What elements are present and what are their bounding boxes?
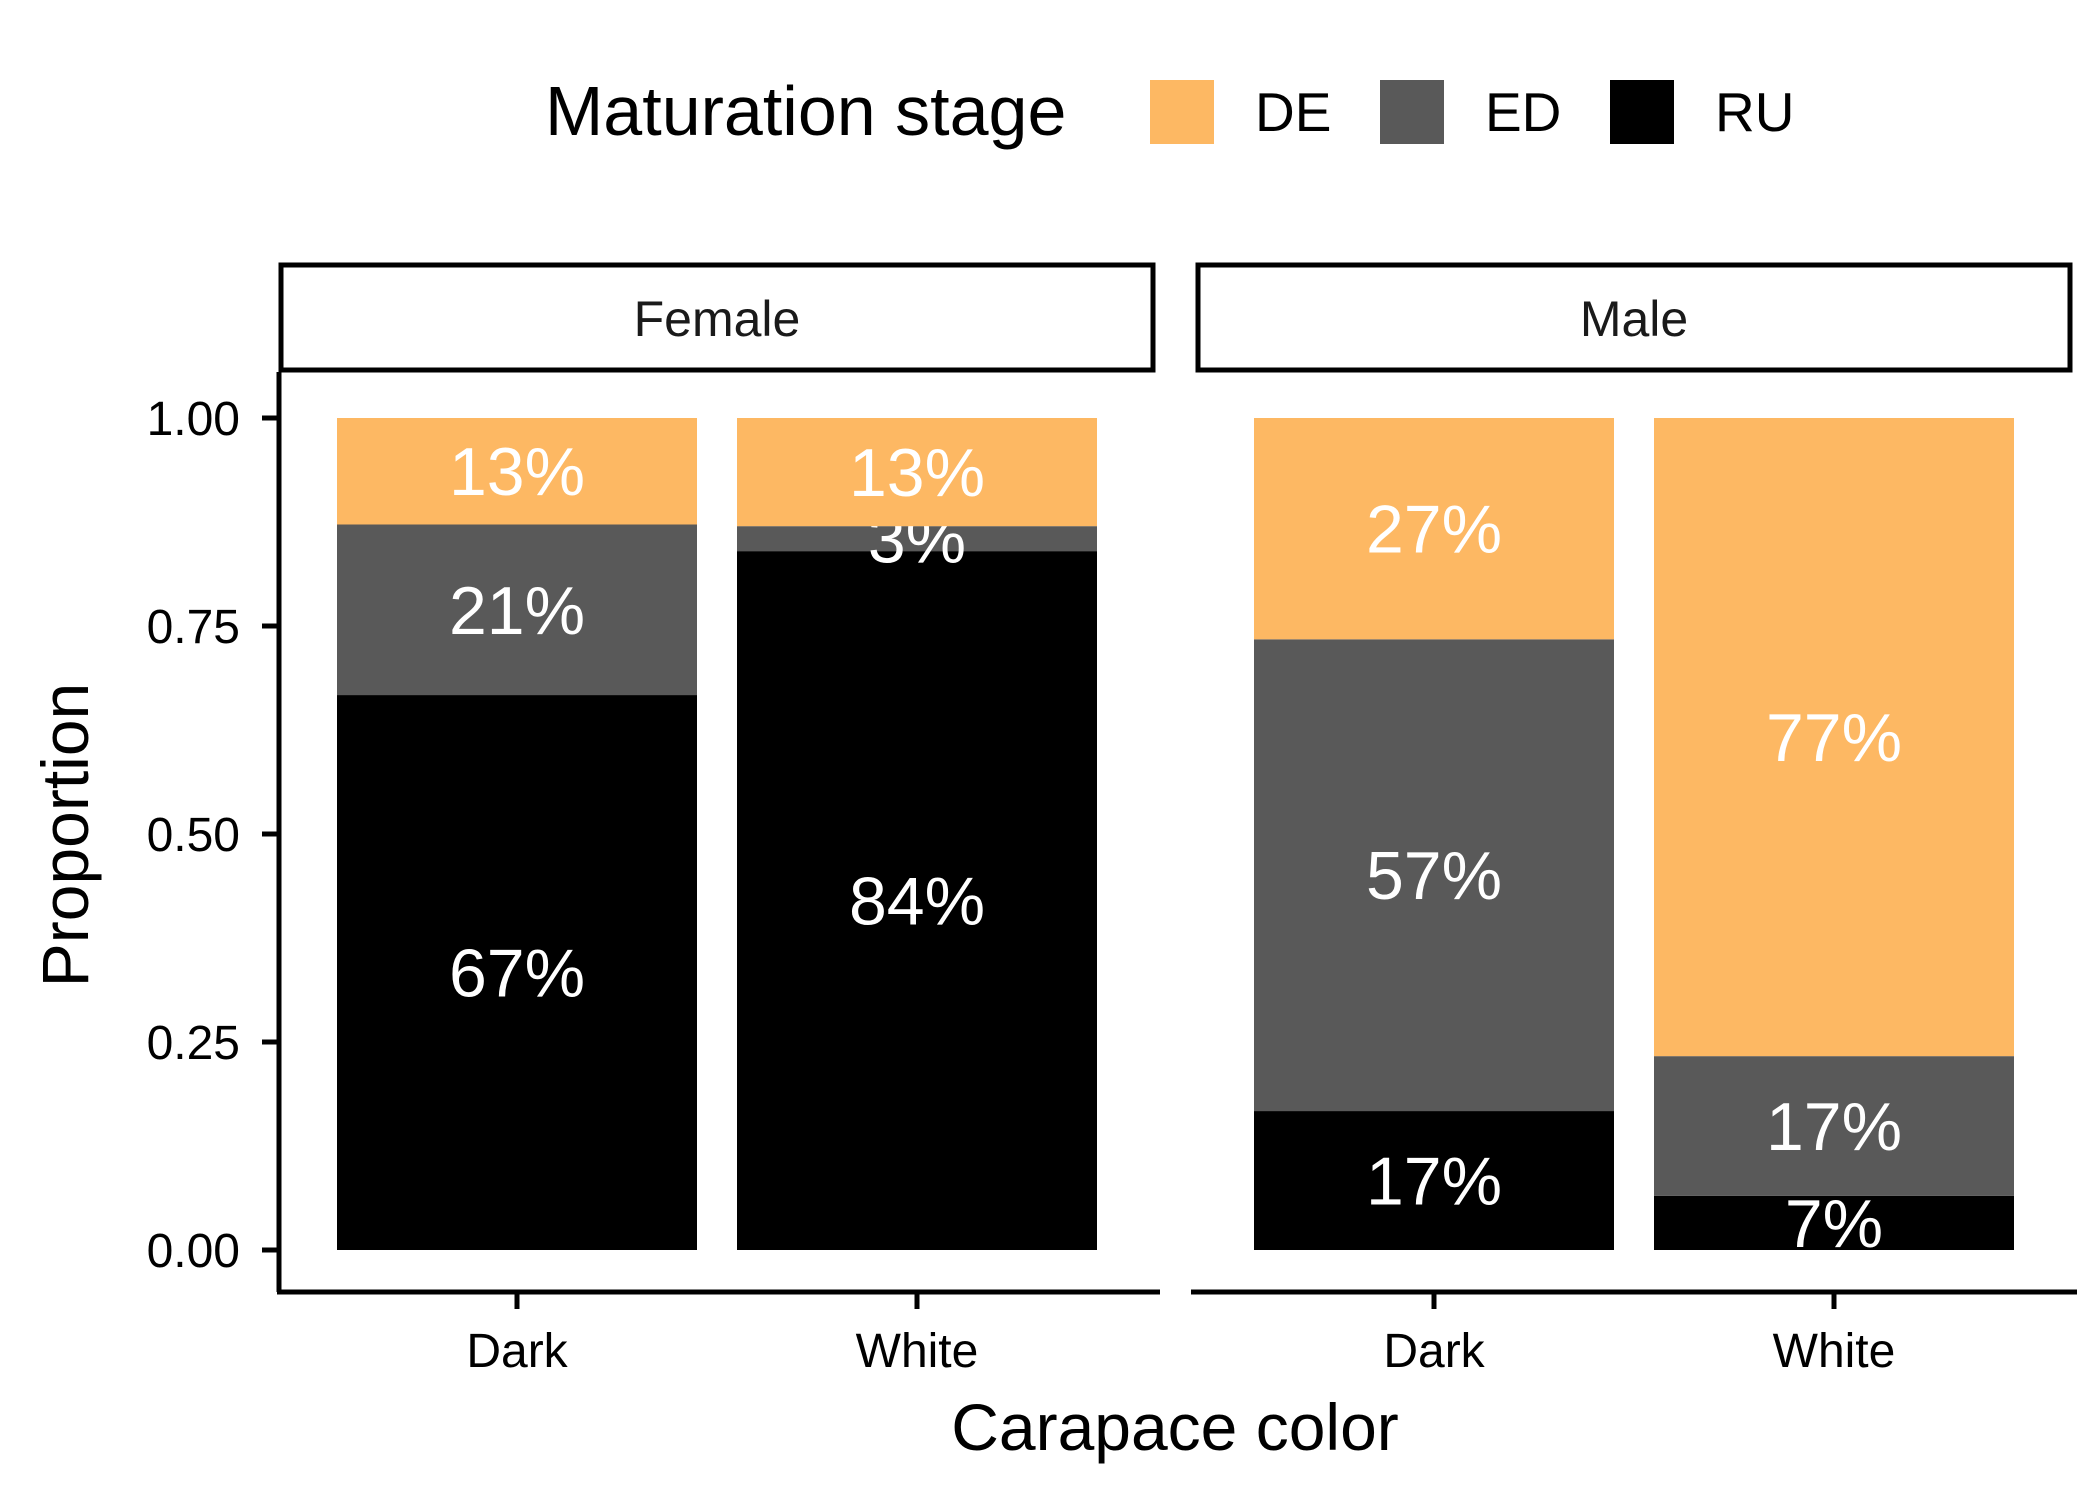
y-tick-label: 1.00 [147,393,240,446]
bar-segment-ru [737,551,1097,1250]
bar-label-ed: 17% [1766,1089,1902,1165]
bar-label-ed: 57% [1366,838,1502,914]
bar-label-de: 13% [449,434,585,510]
bar-label-ru: 84% [849,864,985,940]
legend-label-de: DE [1255,81,1331,143]
bar-label-ru: 67% [449,936,585,1012]
bar-segment-de [337,418,697,525]
y-tick-label: 0.75 [147,601,240,654]
x-tick-label: Dark [466,1325,568,1378]
y-axis: 0.00 0.25 0.50 0.75 1.00 [147,372,282,1292]
bar-segment-de [1254,418,1614,640]
x-tick-label: Dark [1383,1325,1485,1378]
y-axis-title: Proportion [28,683,102,988]
bar-label-ed: 21% [449,573,585,649]
legend: Maturation stage DE ED RU [545,72,1794,150]
facet-strip-label: Male [1580,291,1688,347]
bar-label-ru: 7% [1785,1186,1883,1262]
facet-strip-female [278,262,1156,373]
y-tick-label: 0.50 [147,809,240,862]
bar-segment-ru [1254,1111,1614,1250]
bar-segment-ru [337,695,697,1250]
bar-segment-ed [337,524,697,696]
bar-label-de: 13% [849,435,985,511]
bar-label-de: 77% [1766,700,1902,776]
bar-segment-ru [1654,1195,2014,1250]
bar-segment-ed [737,526,1097,552]
bar-segment-de [1654,418,2014,1057]
legend-label-ed: ED [1485,81,1561,143]
bar-segment-de [737,418,1097,527]
panel-male: Male Dark 17% 57% 27% White 7% 17% 77% [1191,262,2077,1378]
legend-entries: DE ED RU [1150,80,1794,144]
x-axis-title: Carapace color [951,1390,1399,1464]
facet-strip-label: Female [634,291,801,347]
x-tick-label: White [1773,1325,1896,1378]
x-tick-label: White [856,1325,979,1378]
legend-key-de [1150,80,1214,144]
bar-label-ru: 17% [1366,1144,1502,1220]
bar-segment-ed [1654,1056,2014,1196]
legend-key-ru [1610,80,1674,144]
legend-title: Maturation stage [545,72,1066,150]
bar-segment-ed [1254,639,1614,1112]
legend-label-ru: RU [1715,81,1794,143]
facet-panels: FemaleDark67%21%13%White84%3%13%MaleDark… [277,262,2077,1378]
y-tick-label: 0.25 [147,1017,240,1070]
facet-strip-male [1195,262,2073,373]
legend-key-ed [1380,80,1444,144]
bar-label-de: 27% [1366,492,1502,568]
y-tick-label: 0.00 [147,1225,240,1278]
